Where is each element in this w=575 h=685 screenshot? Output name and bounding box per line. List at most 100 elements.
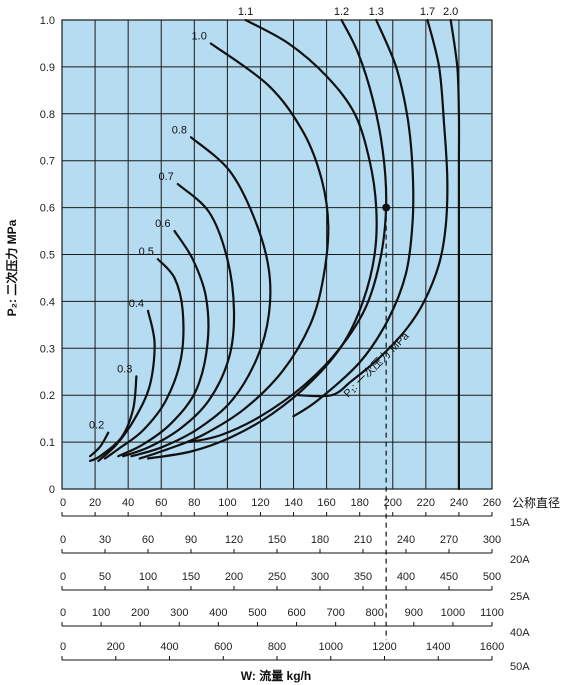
x-tick-label-40A: 300 <box>170 607 188 619</box>
x-tick-label-50A: 200 <box>107 641 125 653</box>
series-line-1.1 <box>146 18 378 460</box>
x-tick-label-50A: 1200 <box>372 641 396 653</box>
x-tick-label-40A: 700 <box>326 607 344 619</box>
x-tick-label-15A: 40 <box>122 497 134 509</box>
x-tick-label-20A: 210 <box>354 534 372 546</box>
series-line-0.2 <box>89 431 110 458</box>
x-tick-label-15A: 220 <box>417 497 435 509</box>
x-tick-label-20A: 270 <box>440 534 458 546</box>
y-tick-label: 0.6 <box>40 203 55 215</box>
x-tick-label-15A: 200 <box>384 497 402 509</box>
x-tick-label-40A: 600 <box>287 607 305 619</box>
plot-frame <box>61 19 493 490</box>
y-tick-label: 0.9 <box>40 62 55 74</box>
x-tick-label-20A: 90 <box>185 534 197 546</box>
x-tick-label-25A: 350 <box>354 571 372 583</box>
x-tick-label-15A: 140 <box>284 497 302 509</box>
x-tick-label-40A: 400 <box>209 607 227 619</box>
x-tick-label-50A: 1400 <box>426 641 450 653</box>
series-label-0.5: 0.5 <box>139 246 154 258</box>
series-line-0.8 <box>130 136 272 458</box>
grid <box>61 19 493 490</box>
x-tick-label-15A: 100 <box>218 497 236 509</box>
x-tick-label-25A: 250 <box>268 571 286 583</box>
x-tick-label-40A: 900 <box>405 607 423 619</box>
series-line-1.3 <box>292 18 415 418</box>
x-axis-title: W: 流量 kg/h <box>241 668 311 683</box>
x-tick-label-50A: 600 <box>214 641 232 653</box>
series-label-1.3: 1.3 <box>369 6 384 18</box>
series-line-1.0 <box>138 42 330 460</box>
y-axis: 0 0.1 0.2 0.3 0.4 0.5 0.6 0.7 0.8 0.9 1.0 <box>40 15 55 496</box>
x-tick-label-25A: 500 <box>483 571 501 583</box>
series-label-2.0: 2.0 <box>443 6 458 18</box>
nominal-diameter-20A: 20A <box>510 554 530 566</box>
series-line-0.7 <box>122 183 236 458</box>
x-tick-label-50A: 800 <box>268 641 286 653</box>
series-label-0.4: 0.4 <box>129 298 144 310</box>
x-tick-label-50A: 0 <box>60 641 66 653</box>
x-tick-label-25A: 450 <box>440 571 458 583</box>
y-tick-label: 0.7 <box>40 156 55 168</box>
x-tick-label-40A: 100 <box>92 607 110 619</box>
nominal-diameter-15A: 15A <box>510 517 530 529</box>
x-tick-label-40A: 200 <box>131 607 149 619</box>
x-tick-label-25A: 150 <box>182 571 200 583</box>
x-tick-label-25A: 200 <box>225 571 243 583</box>
x-tick-label-15A: 240 <box>450 497 468 509</box>
series-line-0.5 <box>103 258 185 460</box>
x-tick-label-50A: 1600 <box>480 641 504 653</box>
x-tick-label-50A: 1000 <box>319 641 343 653</box>
series-line-1.2 <box>188 18 388 444</box>
x-tick-label-40A: 0 <box>60 607 66 619</box>
series-label-0.2: 0.2 <box>89 420 104 432</box>
x-tick-label-40A: 500 <box>248 607 266 619</box>
x-tick-label-20A: 0 <box>60 534 66 546</box>
x-tick-label-15A: 20 <box>89 497 101 509</box>
x-tick-label-15A: 60 <box>155 497 167 509</box>
y-tick-label: 0 <box>49 484 55 496</box>
marker-point <box>382 203 391 212</box>
nominal-diameter-50A: 50A <box>510 661 530 673</box>
x-tick-label-15A: 80 <box>188 497 200 509</box>
series-label-0.3: 0.3 <box>117 363 132 375</box>
curves: 0.2 0.3 0.4 0.5 0.6 0.7 0.8 1.0 1.1 1.2 1.3 1.7 2.0 <box>89 6 461 640</box>
x-tick-label-40A: 1100 <box>480 607 504 619</box>
x-tick-label-20A: 240 <box>397 534 415 546</box>
series-label-1.7: 1.7 <box>420 6 435 18</box>
nominal-diameter-25A: 25A <box>510 591 530 603</box>
y-axis-title: P₂: 二次压力 MPa <box>4 219 19 316</box>
x-tick-label-40A: 800 <box>366 607 384 619</box>
y-tick-label: 0.2 <box>40 390 55 402</box>
series-line-0.6 <box>117 229 210 458</box>
x-tick-label-50A: 400 <box>160 641 178 653</box>
x-tick-label-25A: 400 <box>397 571 415 583</box>
x-tick-label-20A: 120 <box>225 534 243 546</box>
series-label-1.2: 1.2 <box>334 6 349 18</box>
series-line-2.0 <box>449 18 461 491</box>
series-label-0.7: 0.7 <box>158 171 173 183</box>
series-line-0.4 <box>97 309 156 462</box>
y-tick-label: 0.1 <box>40 437 55 449</box>
x-tick-label-15A: 160 <box>317 497 335 509</box>
series-label-0.6: 0.6 <box>155 218 170 230</box>
x-tick-label-15A: 120 <box>251 497 269 509</box>
series-label-1.0: 1.0 <box>192 30 207 42</box>
y-tick-label: 0.5 <box>40 250 55 262</box>
x-tick-label-20A: 60 <box>142 534 154 546</box>
primary-axis-title: 公称直径 <box>512 496 560 510</box>
x-tick-label-25A: 50 <box>99 571 111 583</box>
nominal-diameter-40A: 40A <box>510 627 530 639</box>
x-tick-label-40A: 1000 <box>441 607 465 619</box>
x-tick-label-15A: 260 <box>483 497 501 509</box>
x-tick-label-20A: 180 <box>311 534 329 546</box>
series-line-1.7 <box>297 18 449 398</box>
series-label-0.8: 0.8 <box>172 124 187 136</box>
series-label-1.1: 1.1 <box>238 6 253 18</box>
x-tick-label-25A: 300 <box>311 571 329 583</box>
x-tick-label-15A: 0 <box>60 497 66 509</box>
y-tick-label: 0.4 <box>40 296 55 308</box>
x-tick-label-15A: 180 <box>351 497 369 509</box>
x-tick-label-20A: 30 <box>99 534 111 546</box>
